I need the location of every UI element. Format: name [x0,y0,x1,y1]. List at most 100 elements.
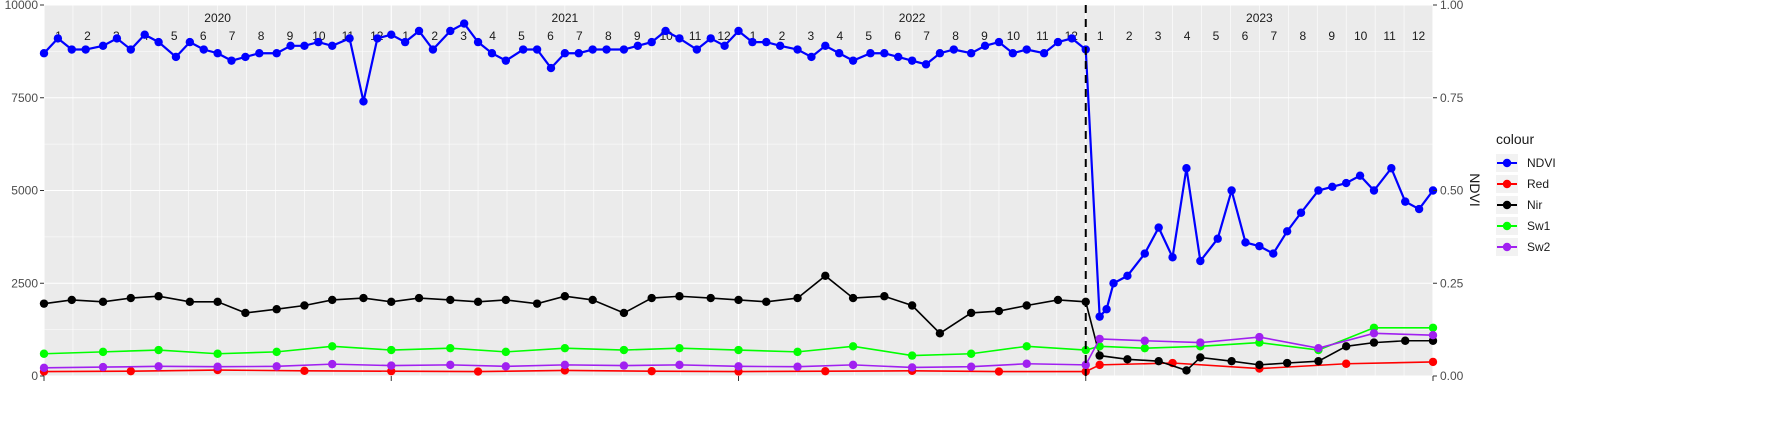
data-point-nir [880,292,889,301]
data-point-nir [1095,351,1104,360]
data-point-sw1 [675,343,684,353]
data-point-ndvi [848,56,858,65]
data-point-ndvi [1213,234,1222,243]
data-point-ndvi [1182,164,1191,173]
data-point-ndvi [1123,271,1132,281]
data-point-sw2 [734,362,743,371]
data-point-sw2 [619,361,629,370]
data-point-sw2 [328,359,337,369]
series-sw1 [39,323,1438,360]
data-point-ndvi [574,49,583,58]
year-label: 2021 [552,11,579,25]
data-point-nir [1341,342,1351,351]
data-point-red [994,367,1004,376]
month-label: 6 [1242,29,1249,43]
y-tick-label-right: 0.00 [1440,369,1464,383]
data-point-ndvi [67,45,76,54]
data-point-sw2 [1022,359,1031,368]
data-point-ndvi [1039,49,1049,58]
data-point-ndvi [501,56,511,65]
data-point-nir [1314,356,1323,366]
data-point-ndvi [473,37,483,47]
data-point-ndvi [39,49,49,58]
data-point-ndvi [935,49,945,58]
data-point-sw2 [272,362,281,371]
data-point-red [1095,360,1104,370]
data-point-ndvi [519,45,528,54]
data-point-ndvi [487,49,497,58]
data-point-ndvi [387,30,396,39]
data-point-sw2 [848,360,858,370]
data-point-nir [154,292,163,301]
data-point-ndvi [414,26,424,36]
month-label: 4 [489,29,496,43]
data-point-nir [1196,353,1205,362]
month-label: 9 [287,29,294,43]
month-label: 7 [1271,29,1278,43]
data-point-ndvi [373,34,382,43]
month-label: 5 [865,29,872,43]
data-point-nir [762,297,771,306]
data-point-sw1 [907,351,917,360]
data-point-nir [675,292,684,301]
data-point-ndvi [1269,249,1278,258]
series-line-sw1 [43,326,1433,357]
month-label: 3 [808,29,815,43]
month-label: 5 [171,29,178,43]
month-label: 11 [1036,29,1049,43]
month-label: 1 [1097,29,1104,43]
data-point-sw2 [560,360,570,370]
month-label: 9 [1328,29,1335,43]
data-point-ndvi [560,49,570,58]
data-point-ndvi [1387,164,1396,173]
month-label: 9 [634,29,641,43]
data-point-ndvi [619,45,629,54]
data-point-ndvi [921,60,931,69]
data-point-ndvi [428,45,438,54]
month-label: 10 [1007,29,1021,43]
data-point-sw1 [272,347,281,357]
data-point-ndvi [546,63,556,73]
month-label: 8 [258,29,265,43]
data-point-sw2 [793,362,802,371]
data-point-ndvi [949,45,958,54]
data-point-sw2 [1196,338,1205,347]
data-point-nir [935,329,945,338]
legend-item-sw1: Sw1 [1496,217,1551,235]
data-point-ndvi [1401,197,1410,206]
data-point-ndvi [1109,279,1118,288]
month-label: 6 [200,29,207,43]
data-point-ndvi [532,45,542,54]
month-label: 1 [750,29,757,43]
data-point-nir [793,293,802,303]
data-point-sw2 [98,362,108,372]
x-axis [43,376,1434,381]
data-point-sw1 [1081,345,1090,355]
data-point-ndvi [1282,227,1292,236]
series-line-red [43,361,1434,373]
data-point-ndvi [459,19,469,28]
data-point-ndvi [633,41,642,51]
month-label: 5 [518,29,525,43]
data-point-ndvi [1296,208,1306,217]
y-tick-label-right: 0.75 [1440,91,1464,105]
series-ndvi [39,19,1438,321]
data-point-sw2 [213,362,222,371]
data-point-ndvi [1168,253,1177,262]
series-line-sw2 [43,332,1434,369]
legend-label: Sw2 [1527,240,1551,254]
y-tick-label-left: 2500 [11,276,38,290]
year-label: 2023 [1246,11,1273,25]
data-point-ndvi [112,34,122,43]
data-point-ndvi [1255,241,1264,251]
data-point-nir [1227,356,1236,366]
data-point-ndvi [171,52,181,62]
data-point-ndvi [53,34,63,43]
data-point-ndvi [314,37,323,47]
data-point-nir [241,308,250,318]
data-point-ndvi [692,45,702,54]
y-axis-right: 0.00 0.25 0.50 0.75 1.00 [1433,0,1464,383]
data-point-ndvi [241,52,250,62]
data-point-ndvi [647,37,656,47]
